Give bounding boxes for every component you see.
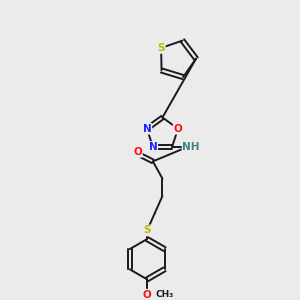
Text: S: S — [158, 43, 165, 53]
Text: O: O — [174, 124, 182, 134]
Text: N: N — [142, 124, 151, 134]
Text: NH: NH — [182, 142, 200, 152]
Text: O: O — [143, 290, 152, 300]
Text: CH₃: CH₃ — [156, 290, 174, 299]
Text: S: S — [143, 225, 151, 236]
Text: N: N — [148, 142, 157, 152]
Text: O: O — [133, 147, 142, 157]
